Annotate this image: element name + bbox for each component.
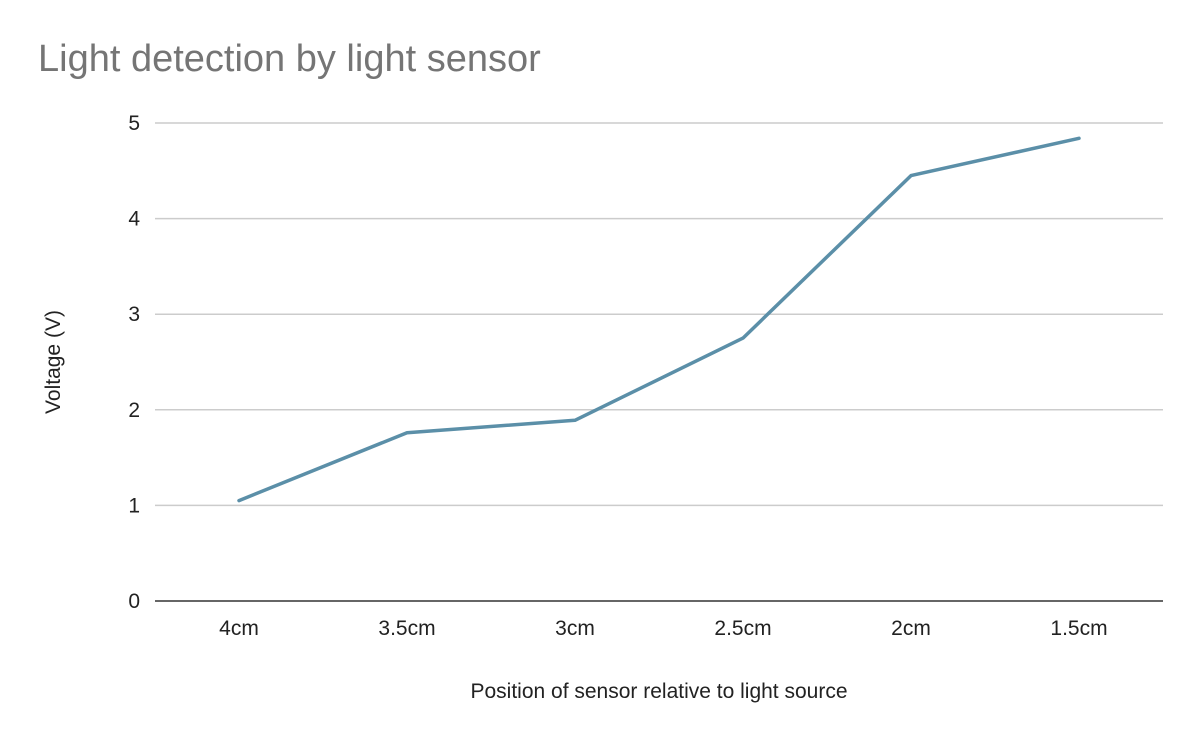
y-axis-ticks: 0 1 2 3 4 5 <box>128 112 140 613</box>
y-tick-label: 2 <box>128 399 140 422</box>
x-tick-label: 1.5cm <box>1050 617 1107 640</box>
y-tick-label: 0 <box>128 590 140 613</box>
x-tick-label: 2cm <box>891 617 931 640</box>
y-tick-label: 5 <box>128 112 140 135</box>
x-tick-label: 2.5cm <box>714 617 771 640</box>
x-tick-label: 3cm <box>555 617 595 640</box>
y-tick-label: 4 <box>128 208 140 231</box>
grid-lines <box>155 122 1163 507</box>
chart-title: Light detection by light sensor <box>38 38 541 80</box>
y-tick-label: 3 <box>128 303 140 326</box>
series-line <box>237 136 1081 503</box>
y-axis-title: Voltage (V) <box>42 310 65 414</box>
x-axis-title: Position of sensor relative to light sou… <box>470 680 847 703</box>
x-tick-label: 4cm <box>219 617 259 640</box>
x-tick-label: 3.5cm <box>378 617 435 640</box>
x-axis-ticks: 4cm 3.5cm 3cm 2.5cm 2cm 1.5cm <box>219 617 1107 640</box>
y-tick-label: 1 <box>128 494 140 517</box>
